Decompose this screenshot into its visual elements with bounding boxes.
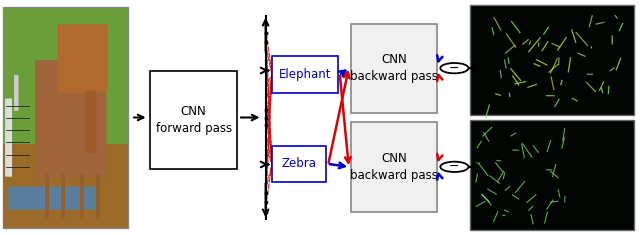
Text: CNN
backward pass: CNN backward pass xyxy=(350,53,438,83)
FancyBboxPatch shape xyxy=(3,7,128,228)
FancyBboxPatch shape xyxy=(272,146,326,182)
FancyBboxPatch shape xyxy=(351,122,437,212)
FancyBboxPatch shape xyxy=(470,5,634,115)
FancyBboxPatch shape xyxy=(35,60,106,177)
Circle shape xyxy=(440,63,468,73)
Text: Zebra: Zebra xyxy=(282,157,317,170)
FancyBboxPatch shape xyxy=(272,56,338,93)
Text: Elephant: Elephant xyxy=(278,68,332,81)
FancyBboxPatch shape xyxy=(14,75,19,111)
FancyBboxPatch shape xyxy=(351,24,437,113)
FancyBboxPatch shape xyxy=(58,24,108,93)
Text: CNN
forward pass: CNN forward pass xyxy=(156,105,232,135)
Circle shape xyxy=(440,162,468,172)
FancyBboxPatch shape xyxy=(470,120,634,230)
Text: CNN
backward pass: CNN backward pass xyxy=(350,152,438,182)
FancyBboxPatch shape xyxy=(85,90,97,153)
FancyBboxPatch shape xyxy=(80,174,84,219)
FancyBboxPatch shape xyxy=(96,174,100,219)
FancyBboxPatch shape xyxy=(8,187,99,210)
FancyBboxPatch shape xyxy=(45,174,49,219)
Text: −: − xyxy=(449,62,460,75)
Text: −: − xyxy=(449,160,460,173)
FancyBboxPatch shape xyxy=(150,70,237,169)
FancyBboxPatch shape xyxy=(5,98,12,177)
FancyBboxPatch shape xyxy=(61,174,65,219)
FancyBboxPatch shape xyxy=(3,144,128,228)
